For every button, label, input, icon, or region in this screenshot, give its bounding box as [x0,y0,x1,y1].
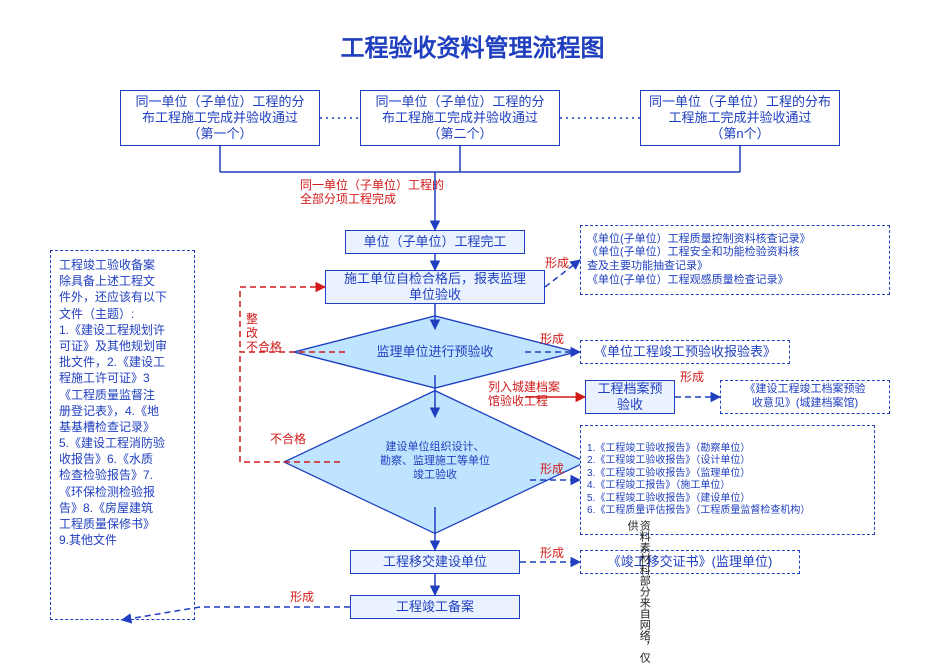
node-supervise: 监理单位进行预验收 [345,329,525,375]
label-form6: 形成 [290,590,314,604]
node-archive-pre-text: 工程档案预 验收 [597,381,662,414]
node-right1-text: 《单位(子单位）工程质量控制资料核查记录》 《单位(子单位）工程安全和功能检验资… [587,233,811,288]
node-selfcheck-text: 施工单位自检合格后，报表监理 单位验收 [344,271,526,304]
node-record-text: 工程竣工备案 [396,599,474,615]
node-right2-text: 《单位工程竣工预验收报验表》 [594,344,776,360]
diagram-title: 工程验收资料管理流程图 [0,28,945,63]
node-right3-text: 《建设工程竣工档案预验 收意见》(城建档案馆) [745,383,866,411]
label-fail2: 不合格 [270,432,306,446]
node-leftbox-text: 工程竣工验收备案 除具备上述工程文 件外，还应该有以下 文件（主题）: 1.《建… [59,258,167,547]
node-right4-text: 1.《工程竣工验收报告》（勘察单位） 2.《工程竣工验收报告》（设计单位） 3.… [587,443,810,518]
label-into-arch: 列入城建档案 馆验收工程 [488,380,560,409]
node-top1-text: 同一单位（子单位）工程的分 布工程施工完成并验收通过 （第一个） [135,94,304,143]
label-form3: 形成 [680,370,704,384]
node-right1: 《单位(子单位）工程质量控制资料核查记录》 《单位(子单位）工程安全和功能检验资… [580,225,890,295]
node-done-text: 单位（子单位）工程完工 [363,234,506,250]
node-top2-text: 同一单位（子单位）工程的分 布工程施工完成并验收通过 （第二个） [375,94,544,143]
node-handover-text: 工程移交建设单位 [383,554,487,570]
node-final-accept: 建设单位组织设计、 勘察、监理施工等单位 竣工验收 [340,417,530,507]
node-handover: 工程移交建设单位 [350,550,520,574]
node-right4: 1.《工程竣工验收报告》（勘察单位） 2.《工程竣工验收报告》（设计单位） 3.… [580,425,875,535]
label-all-done: 同一单位（子单位）工程的 全部分项工程完成 [300,178,444,207]
node-final-accept-text: 建设单位组织设计、 勘察、监理施工等单位 竣工验收 [340,417,530,507]
node-top1: 同一单位（子单位）工程的分 布工程施工完成并验收通过 （第一个） [120,90,320,146]
node-done: 单位（子单位）工程完工 [345,230,525,254]
node-right3: 《建设工程竣工档案预验 收意见》(城建档案馆) [720,380,890,414]
label-form2: 形成 [540,332,564,346]
node-right5: 《竣工移交证书》(监理单位) [580,550,800,574]
label-form4: 形成 [540,462,564,476]
label-form1: 形成 [545,256,569,270]
node-top3: 同一单位（子单位）工程的分布 工程施工完成并验收通过 （第n个） [640,90,840,146]
flowchart-canvas: 工程验收资料管理流程图 同一单位（子单位）工程的分 布工程施工完成并验收通过 （… [0,0,945,669]
node-top2: 同一单位（子单位）工程的分 布工程施工完成并验收通过 （第二个） [360,90,560,146]
node-leftbox: 工程竣工验收备案 除具备上述工程文 件外，还应该有以下 文件（主题）: 1.《建… [50,250,195,620]
label-rectify: 整 改 [246,312,258,341]
node-archive-pre: 工程档案预 验收 [585,380,675,414]
label-form5: 形成 [540,546,564,560]
vertical-note: 资料素材料部分来自网络，仅供 [626,520,650,669]
node-right2: 《单位工程竣工预验收报验表》 [580,340,790,364]
node-supervise-text: 监理单位进行预验收 [345,329,525,375]
node-selfcheck: 施工单位自检合格后，报表监理 单位验收 [325,270,545,304]
node-top3-text: 同一单位（子单位）工程的分布 工程施工完成并验收通过 （第n个） [649,94,831,143]
node-record: 工程竣工备案 [350,595,520,619]
label-fail1: 不合格 [246,340,282,354]
